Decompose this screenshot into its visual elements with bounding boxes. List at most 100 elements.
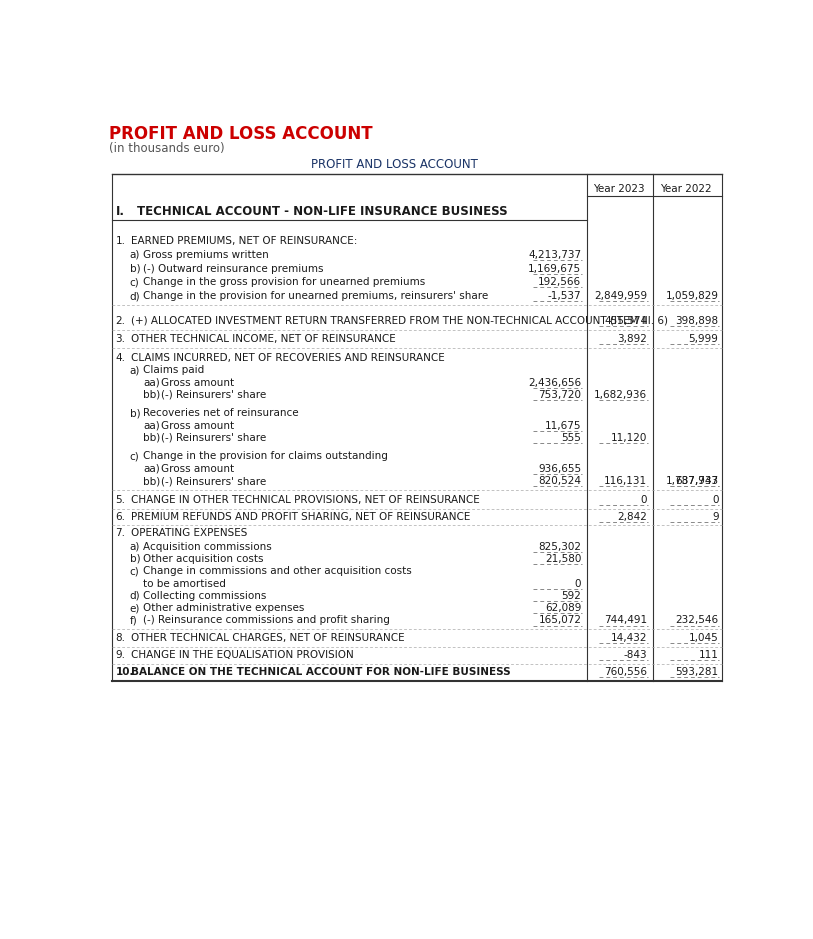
Text: 0: 0 xyxy=(712,496,719,505)
Text: OTHER TECHNICAL CHARGES, NET OF REINSURANCE: OTHER TECHNICAL CHARGES, NET OF REINSURA… xyxy=(131,633,405,643)
Text: Change in the provision for unearned premiums, reinsurers' share: Change in the provision for unearned pre… xyxy=(143,291,489,301)
Text: 11,120: 11,120 xyxy=(611,433,647,443)
Text: 0: 0 xyxy=(641,496,647,505)
Text: a): a) xyxy=(129,365,140,376)
Text: (in thousands euro): (in thousands euro) xyxy=(110,142,225,155)
Text: 0: 0 xyxy=(575,578,581,589)
Text: Collecting commissions: Collecting commissions xyxy=(143,591,267,601)
Text: Gross amount: Gross amount xyxy=(160,464,233,474)
Text: 232,546: 232,546 xyxy=(676,615,719,625)
Text: 1.: 1. xyxy=(115,236,125,246)
Text: to be amortised: to be amortised xyxy=(143,578,226,589)
Text: a): a) xyxy=(129,542,140,551)
Text: 165,072: 165,072 xyxy=(538,615,581,625)
Text: aa): aa) xyxy=(143,464,160,474)
Text: Change in the provision for claims outstanding: Change in the provision for claims outst… xyxy=(143,452,389,461)
Text: aa): aa) xyxy=(143,421,160,431)
Text: 4,213,737: 4,213,737 xyxy=(528,250,581,260)
Text: bb): bb) xyxy=(143,433,161,443)
Text: c): c) xyxy=(129,452,139,461)
Text: 1,059,829: 1,059,829 xyxy=(666,291,719,301)
Text: 820,524: 820,524 xyxy=(538,476,581,486)
Text: (-) Outward reinsurance premiums: (-) Outward reinsurance premiums xyxy=(143,264,324,273)
Text: bb): bb) xyxy=(143,390,161,400)
Text: Recoveries net of reinsurance: Recoveries net of reinsurance xyxy=(143,408,299,419)
Text: 192,566: 192,566 xyxy=(538,277,581,287)
Text: f): f) xyxy=(129,615,137,625)
Text: 1,045: 1,045 xyxy=(689,633,719,643)
Text: -843: -843 xyxy=(624,650,647,660)
Text: c): c) xyxy=(129,277,139,287)
Text: 8.: 8. xyxy=(115,633,125,643)
Text: 1,787,947: 1,787,947 xyxy=(665,476,719,486)
Text: PROFIT AND LOSS ACCOUNT: PROFIT AND LOSS ACCOUNT xyxy=(311,158,478,171)
Text: e): e) xyxy=(129,603,140,613)
Text: 111: 111 xyxy=(698,650,719,660)
Text: Gross amount: Gross amount xyxy=(160,377,233,388)
Text: 753,720: 753,720 xyxy=(538,390,581,400)
Text: OTHER TECHNICAL INCOME, NET OF REINSURANCE: OTHER TECHNICAL INCOME, NET OF REINSURAN… xyxy=(131,334,396,345)
Text: Gross premiums written: Gross premiums written xyxy=(143,250,269,260)
Text: (-) Reinsurance commissions and profit sharing: (-) Reinsurance commissions and profit s… xyxy=(143,615,390,625)
Text: (+) ALLOCATED INVESTMENT RETURN TRANSFERRED FROM THE NON-TECHNICAL ACCOUNT (ITEM: (+) ALLOCATED INVESTMENT RETURN TRANSFER… xyxy=(131,316,668,326)
Text: 555: 555 xyxy=(562,433,581,443)
Text: 1,682,936: 1,682,936 xyxy=(594,390,647,400)
Text: PREMIUM REFUNDS AND PROFIT SHARING, NET OF REINSURANCE: PREMIUM REFUNDS AND PROFIT SHARING, NET … xyxy=(131,512,471,521)
Text: 21,580: 21,580 xyxy=(545,554,581,564)
Text: 1,169,675: 1,169,675 xyxy=(528,264,581,273)
Text: 2.: 2. xyxy=(115,316,125,326)
Text: CHANGE IN OTHER TECHNICAL PROVISIONS, NET OF REINSURANCE: CHANGE IN OTHER TECHNICAL PROVISIONS, NE… xyxy=(131,496,480,505)
Text: BALANCE ON THE TECHNICAL ACCOUNT FOR NON-LIFE BUSINESS: BALANCE ON THE TECHNICAL ACCOUNT FOR NON… xyxy=(131,667,511,677)
Text: aa): aa) xyxy=(143,377,160,388)
Text: (-) Reinsurers' share: (-) Reinsurers' share xyxy=(160,433,266,443)
Text: Year 2022: Year 2022 xyxy=(659,183,711,193)
Text: I.: I. xyxy=(115,205,124,218)
Text: 637,733: 637,733 xyxy=(676,476,719,486)
Text: 2,436,656: 2,436,656 xyxy=(528,377,581,388)
Text: 593,281: 593,281 xyxy=(676,667,719,677)
Text: d): d) xyxy=(129,591,140,601)
Text: 6.: 6. xyxy=(115,512,125,521)
Text: Gross amount: Gross amount xyxy=(160,421,233,431)
Text: (-) Reinsurers' share: (-) Reinsurers' share xyxy=(160,476,266,486)
Text: a): a) xyxy=(129,250,140,260)
Text: Claims paid: Claims paid xyxy=(143,365,205,376)
Text: d): d) xyxy=(129,291,140,301)
Text: PROFIT AND LOSS ACCOUNT: PROFIT AND LOSS ACCOUNT xyxy=(110,125,373,143)
Text: TECHNICAL ACCOUNT - NON-LIFE INSURANCE BUSINESS: TECHNICAL ACCOUNT - NON-LIFE INSURANCE B… xyxy=(137,205,508,218)
Text: 7.: 7. xyxy=(115,529,125,538)
Text: 2,842: 2,842 xyxy=(617,512,647,521)
Text: EARNED PREMIUMS, NET OF REINSURANCE:: EARNED PREMIUMS, NET OF REINSURANCE: xyxy=(131,236,358,246)
Text: 592: 592 xyxy=(562,591,581,601)
Text: Other acquisition costs: Other acquisition costs xyxy=(143,554,264,564)
Text: 936,655: 936,655 xyxy=(538,464,581,474)
Text: 62,089: 62,089 xyxy=(545,603,581,613)
Text: Change in the gross provision for unearned premiums: Change in the gross provision for unearn… xyxy=(143,277,426,287)
Text: b): b) xyxy=(129,554,140,564)
Text: 825,302: 825,302 xyxy=(538,542,581,551)
Text: 14,432: 14,432 xyxy=(611,633,647,643)
Text: CHANGE IN THE EQUALISATION PROVISION: CHANGE IN THE EQUALISATION PROVISION xyxy=(131,650,354,660)
Text: b): b) xyxy=(129,408,140,419)
Text: 455,574: 455,574 xyxy=(604,316,647,326)
Text: -1,537: -1,537 xyxy=(548,291,581,301)
Text: 2,849,959: 2,849,959 xyxy=(594,291,647,301)
Text: OPERATING EXPENSES: OPERATING EXPENSES xyxy=(131,529,247,538)
Text: c): c) xyxy=(129,566,139,577)
Text: Acquisition commissions: Acquisition commissions xyxy=(143,542,272,551)
Text: 3.: 3. xyxy=(115,334,125,345)
Text: 3,892: 3,892 xyxy=(617,334,647,345)
Text: Change in commissions and other acquisition costs: Change in commissions and other acquisit… xyxy=(143,566,412,577)
Text: Year 2023: Year 2023 xyxy=(593,183,645,193)
Text: 744,491: 744,491 xyxy=(604,615,647,625)
Text: bb): bb) xyxy=(143,476,161,486)
Text: (-) Reinsurers' share: (-) Reinsurers' share xyxy=(160,390,266,400)
Text: 5,999: 5,999 xyxy=(689,334,719,345)
Text: 9: 9 xyxy=(712,512,719,521)
Text: 10.: 10. xyxy=(115,667,134,677)
Text: 9.: 9. xyxy=(115,650,125,660)
Text: Other administrative expenses: Other administrative expenses xyxy=(143,603,305,613)
Text: 116,131: 116,131 xyxy=(604,476,647,486)
Text: 11,675: 11,675 xyxy=(545,421,581,431)
Text: 4.: 4. xyxy=(115,353,125,362)
